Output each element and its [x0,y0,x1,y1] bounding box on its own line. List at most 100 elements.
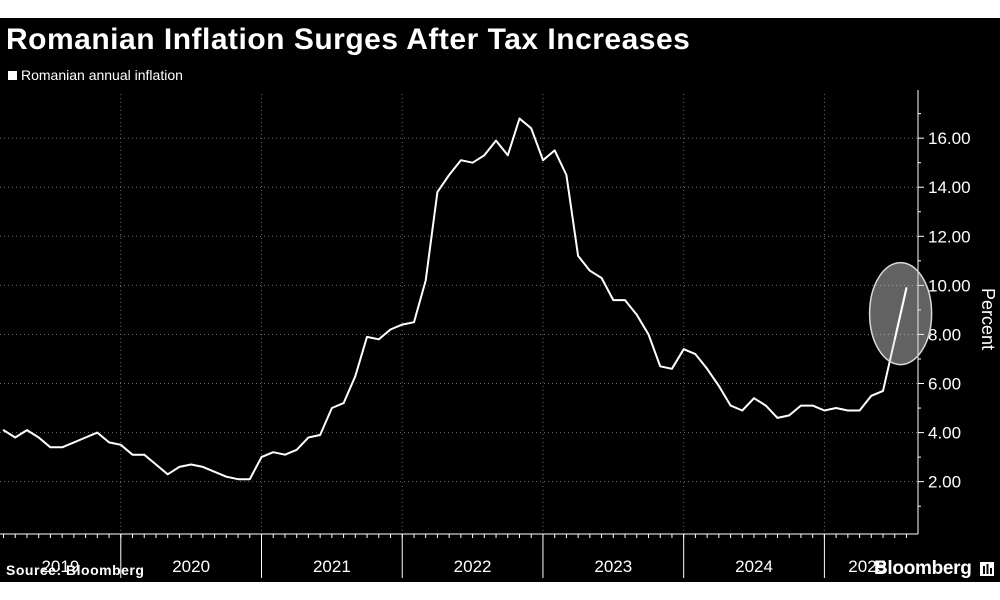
highlighted-segment [893,287,908,340]
data-point [671,368,673,370]
data-point [73,441,75,444]
data-point [202,466,204,468]
x-year-label: 2020 [172,557,210,576]
data-point [518,117,521,120]
y-tick-label: 6.00 [928,375,961,394]
x-year-label: 2023 [594,557,632,576]
data-point [823,409,826,412]
data-point [307,436,310,439]
data-point [483,154,486,157]
data-point [553,149,556,152]
data-point [565,174,568,176]
data-point [858,409,861,412]
axes [0,90,924,578]
data-point [600,277,603,279]
series-layer [2,117,908,481]
data-point [131,453,134,456]
data-point [753,397,755,400]
y-tick-label: 16.00 [928,129,971,148]
data-point [2,429,5,431]
data-point [530,127,532,130]
data-point [659,365,661,368]
data-point [178,466,181,468]
data-point [61,446,63,449]
y-tick-label: 12.00 [928,227,971,246]
y-tick-label: 4.00 [928,424,961,443]
data-point [624,299,626,301]
data-point [295,449,298,451]
data-point [26,429,28,431]
data-point [577,255,579,257]
data-point [96,431,99,434]
grid-lines [0,94,918,534]
x-year-label: 2022 [454,557,492,576]
data-point [84,436,87,439]
x-year-labels: 2019 2020 2021 2022 2023 2024 2025 [41,557,886,576]
data-point [143,453,145,456]
data-point [225,475,228,478]
data-point [190,463,192,466]
data-point [835,407,837,409]
data-point [647,333,650,336]
data-point [249,478,251,481]
x-year-label: 2024 [735,557,773,576]
data-point [389,328,392,331]
data-point [237,478,239,481]
data-point [589,269,591,272]
data-point [741,409,744,412]
data-point [424,279,427,282]
data-point [49,446,52,449]
data-point [354,375,357,378]
data-point [448,174,450,176]
data-point [706,368,708,370]
data-point [213,471,216,473]
source-note: Source: Bloomberg [6,562,145,578]
data-point [765,404,767,407]
chart-panel: Romanian Inflation Surges After Tax Incr… [0,18,1000,582]
data-point [366,336,368,338]
data-point [811,404,814,407]
data-point [471,161,474,164]
data-point [694,353,697,355]
data-point [870,395,873,397]
data-point [718,385,720,387]
data-point [108,441,110,444]
data-point [378,338,380,341]
data-point [495,139,497,142]
x-year-label: 2021 [313,557,351,576]
data-point [413,321,415,324]
data-point [319,434,321,436]
data-point [284,453,286,456]
data-point [120,444,122,446]
data-point [460,159,462,161]
series-line-romanian-inflation [2,117,908,481]
data-point [776,417,779,419]
data-point [14,436,16,439]
data-point [729,404,732,407]
y-tick-label: 14.00 [928,178,971,197]
data-point [612,299,615,301]
data-point [682,348,685,351]
data-point [272,451,275,454]
y-tick-label: 2.00 [928,473,961,492]
data-point [260,456,263,458]
x-year-label: 2019 [41,557,79,576]
data-point [636,314,638,316]
bloomberg-terminal-icon [980,562,994,576]
data-point [37,436,40,439]
y-axis-label: Percent [978,288,998,350]
x-year-label: 2025 [848,557,886,576]
legend-swatch [8,70,17,80]
line-chart: 2.00 4.00 6.00 8.00 10.00 12.00 14.00 16.00 201… [0,90,998,578]
data-point [401,323,404,326]
bloomberg-logo: Bloomberg [874,558,972,579]
data-point [788,414,790,417]
legend-label: Romanian annual inflation [21,67,183,83]
annotation-layer [868,261,933,366]
chart-title: Romanian Inflation Surges After Tax Incr… [6,23,691,56]
y-tick-label: 8.00 [928,325,961,344]
data-point [542,159,544,161]
y-tick-label: 10.00 [928,276,971,295]
data-point [507,154,509,157]
legend: Romanian annual inflation [8,66,183,84]
